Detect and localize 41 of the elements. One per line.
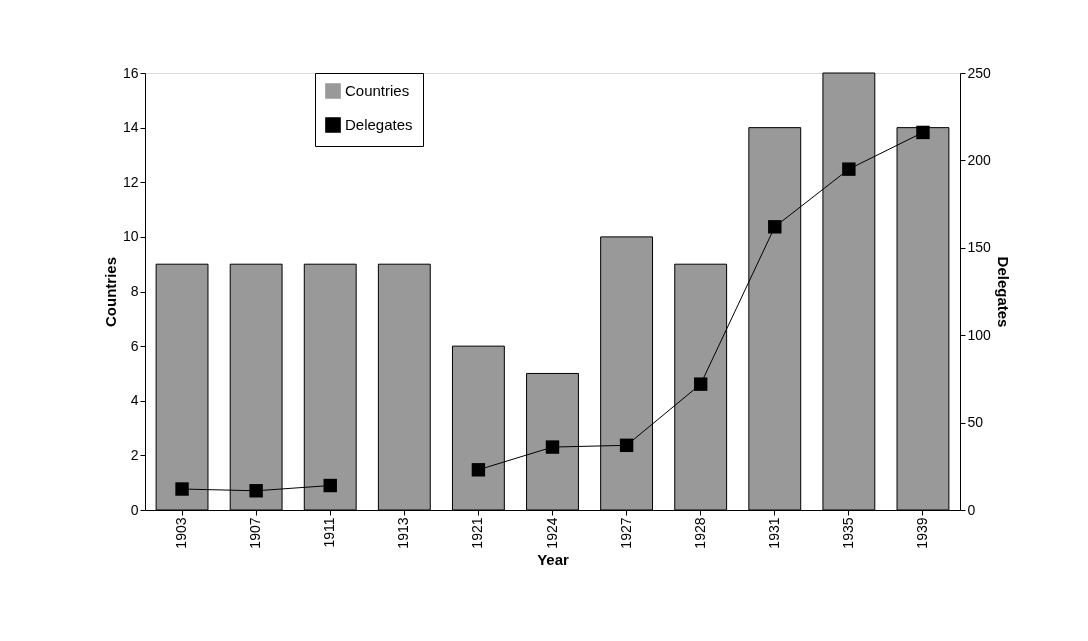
point [842, 162, 856, 176]
x-tick-label: 1939 [913, 517, 930, 549]
x-tick-label: 1911 [321, 517, 338, 548]
x-tick-label: 1935 [839, 517, 856, 549]
x-tick-label: 1927 [617, 517, 634, 549]
point [693, 377, 708, 391]
y-tick-label: 16 [122, 64, 139, 81]
x-tick-label: 1924 [543, 517, 560, 549]
y-tick-label: 2 [130, 446, 139, 463]
y-tick-label: 4 [130, 392, 139, 409]
point [471, 463, 486, 477]
x-tick-label: 1921 [469, 517, 486, 549]
y-tick-label: 14 [122, 119, 139, 136]
point [768, 220, 782, 234]
legend-label: Delegates [345, 116, 413, 133]
x-tick-label: 1928 [691, 517, 708, 549]
y2-tick-label: 50 [967, 414, 984, 431]
point [175, 482, 189, 496]
x-tick-label: 1907 [247, 517, 264, 549]
x-tick-label: 1931 [765, 517, 782, 549]
y-tick-label: 0 [130, 501, 139, 518]
y2-tick-label: 200 [967, 151, 992, 168]
y2-tick-label: 250 [967, 64, 992, 81]
point [249, 484, 263, 498]
point [916, 125, 930, 140]
legend-label: Countries [345, 82, 410, 99]
x-tick-label: 1913 [395, 517, 412, 549]
point [619, 438, 634, 453]
y-tick-label: 6 [130, 337, 139, 354]
point [323, 478, 337, 493]
y2-tick-label: 100 [967, 326, 992, 343]
x-tick-label: 1903 [173, 517, 190, 549]
y-tick-label: 12 [122, 173, 139, 190]
y-axis-title: Countries [101, 256, 119, 328]
y2-tick-label: 150 [967, 239, 992, 256]
x-axis-title: Year [537, 550, 570, 568]
y2-tick-label: 0 [967, 501, 976, 518]
point [545, 440, 560, 454]
y-tick-label: 8 [130, 283, 139, 299]
y-tick-label: 10 [122, 228, 139, 245]
y2-axis-title: Delegates [994, 256, 1012, 328]
